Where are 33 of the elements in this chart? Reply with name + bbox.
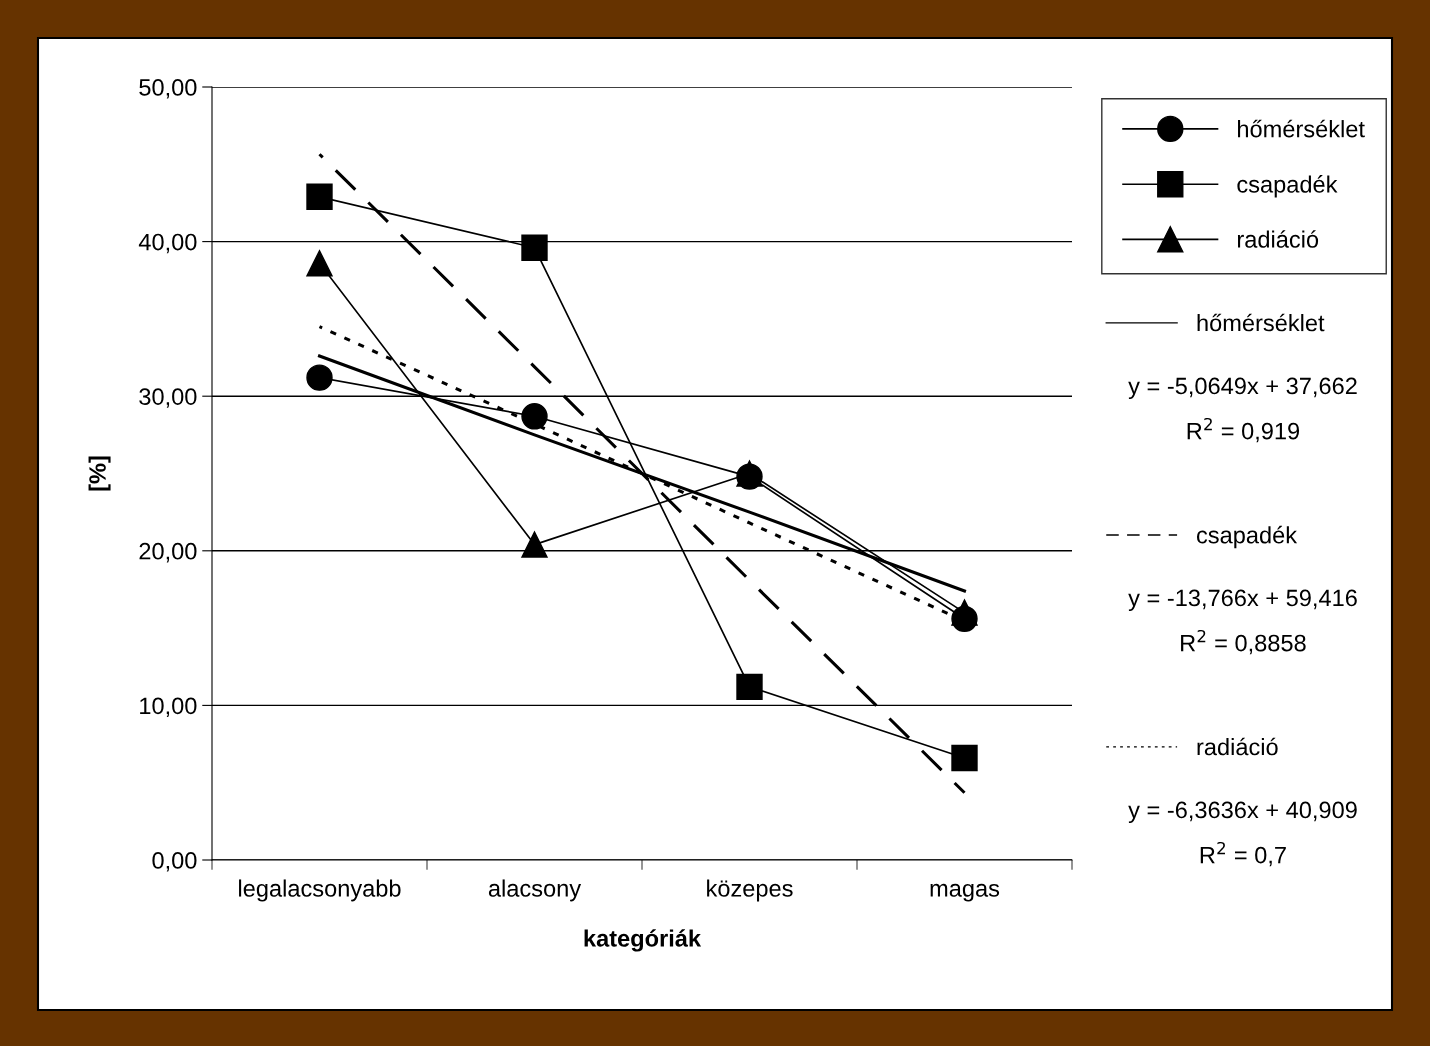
legend-label: hőmérséklet: [1238, 119, 1365, 138]
y-tick-label: 20,00: [139, 542, 197, 563]
point: [521, 531, 548, 558]
y-tick-label: 40,00: [138, 233, 197, 254]
y-tick-label: 30,00: [139, 388, 197, 408]
point: [951, 599, 978, 626]
point: [951, 744, 978, 772]
x-tick-label: közepes: [707, 879, 793, 902]
legend-label: radiáció: [1237, 230, 1319, 248]
text: y = -5,0649x + 37,662: [1128, 377, 1357, 400]
legend-label: hőmérséklet: [1197, 313, 1325, 332]
x-axis-title: kategóriák: [584, 929, 702, 952]
point: [521, 403, 548, 430]
x-tick-label: magas: [930, 883, 1000, 902]
y-tick-label: 0,00: [152, 852, 197, 872]
text: R$^{2}$ = 0,8858: [1181, 629, 1306, 655]
point: [306, 183, 333, 210]
x-tick-label: legalacsonyabb: [239, 879, 401, 902]
text: R$^{2}$ = 0,919: [1187, 417, 1300, 443]
legend-label: radiáció: [1197, 737, 1278, 756]
y-tick-label: 10,00: [140, 697, 197, 717]
text: y = -6,3636x + 40,909: [1128, 801, 1357, 824]
text: y = -13,766x + 59,416: [1128, 589, 1357, 612]
legend-label: csapadék: [1237, 175, 1338, 198]
point: [736, 673, 763, 701]
text: R$^{2}$ = 0,7: [1200, 841, 1286, 867]
x-tick-label: alacsony: [488, 879, 582, 902]
y-tick-label: 50,00: [139, 79, 197, 99]
legend-label: csapadék: [1196, 525, 1298, 549]
point: [521, 234, 548, 261]
point: [306, 364, 333, 391]
y-axis-title: [%]: [88, 456, 111, 491]
point: [306, 250, 333, 277]
